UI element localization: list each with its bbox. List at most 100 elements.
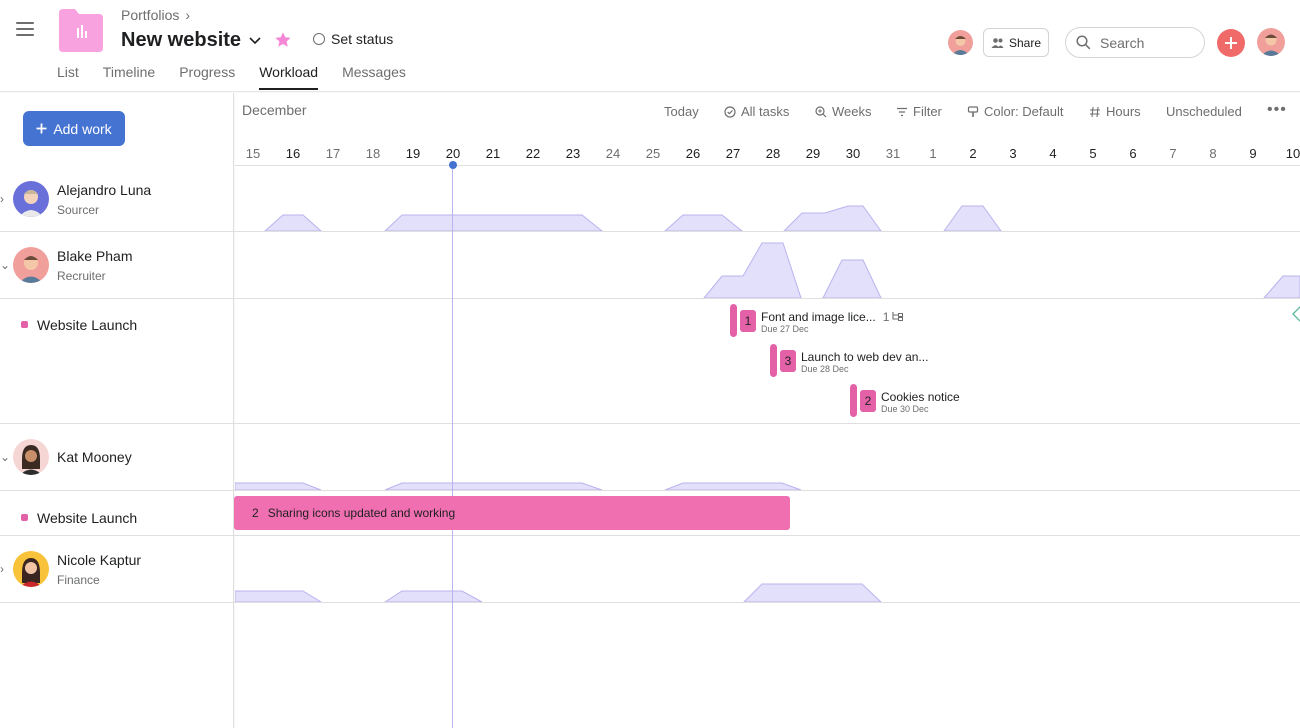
chevron-down-icon[interactable] — [247, 32, 263, 48]
task-due-date: Due 30 Dec — [881, 404, 929, 414]
subtask-icon — [892, 312, 904, 321]
task-card[interactable]: 1 Font and image lice... 1 Due 27 Dec — [730, 304, 904, 337]
person-row-blake[interactable]: ⌄ Blake Pham Recruiter — [0, 232, 234, 298]
tab-progress[interactable]: Progress — [179, 64, 236, 80]
weeks-button[interactable]: Weeks — [815, 104, 872, 119]
task-count: 2 — [252, 506, 259, 520]
share-button[interactable]: Share — [983, 28, 1049, 57]
task-name: Cookies notice — [881, 390, 960, 404]
add-button[interactable] — [1217, 29, 1245, 57]
day-label: 26 — [685, 146, 701, 161]
day-label: 25 — [645, 146, 661, 161]
project-color-dot — [21, 514, 28, 521]
status-circle-icon — [313, 33, 325, 45]
day-label: 30 — [845, 146, 861, 161]
day-label: 19 — [405, 146, 421, 161]
task-due-date: Due 27 Dec — [761, 324, 809, 334]
search-box[interactable] — [1065, 27, 1205, 58]
task-card[interactable]: 2 Cookies notice Due 30 Dec — [850, 384, 960, 417]
day-label: 6 — [1129, 146, 1137, 161]
unscheduled-button[interactable]: Unscheduled — [1166, 104, 1242, 119]
collapse-chevron-icon[interactable]: ⌄ — [0, 450, 11, 464]
workload-bump — [782, 205, 882, 232]
today-line — [452, 166, 453, 728]
hash-icon — [1090, 106, 1100, 117]
day-label: 24 — [605, 146, 621, 161]
day-label: 10 — [1285, 146, 1300, 161]
today-button[interactable]: Today — [664, 104, 699, 119]
person-row-nicole[interactable]: › Nicole Kaptur Finance — [0, 536, 234, 602]
task-name: Font and image lice... 1 — [761, 310, 904, 324]
day-label: 2 — [969, 146, 977, 161]
page-title: New website — [121, 29, 242, 51]
search-input[interactable] — [1100, 34, 1190, 51]
breadcrumb[interactable]: Portfolios › — [121, 7, 191, 23]
expand-chevron-icon[interactable]: › — [0, 192, 4, 206]
check-circle-icon — [724, 105, 736, 118]
zoom-icon — [815, 105, 827, 117]
person-role: Finance — [57, 573, 100, 587]
all-tasks-button[interactable]: All tasks — [724, 104, 789, 119]
task-card[interactable]: 3 Launch to web dev an... Due 28 Dec — [770, 344, 928, 377]
tab-messages[interactable]: Messages — [342, 64, 406, 80]
row-divider — [0, 490, 1300, 491]
expand-chevron-icon[interactable]: › — [0, 562, 4, 576]
add-work-button[interactable]: Add work — [23, 111, 125, 146]
member-avatar[interactable] — [948, 30, 973, 55]
day-label: 7 — [1169, 146, 1177, 161]
day-label: 1 — [929, 146, 937, 161]
day-label: 21 — [485, 146, 501, 161]
project-name: Website Launch — [37, 317, 138, 333]
workload-bump — [1262, 275, 1300, 299]
task-count-badge: 3 — [780, 350, 796, 372]
user-avatar[interactable] — [1257, 28, 1285, 56]
menu-icon[interactable] — [16, 22, 34, 40]
task-count-badge: 2 — [860, 390, 876, 412]
hours-button[interactable]: Hours — [1089, 104, 1141, 119]
row-divider — [0, 298, 1300, 299]
avatar — [13, 439, 49, 475]
filter-button[interactable]: Filter — [896, 104, 942, 119]
tab-workload[interactable]: Workload — [259, 64, 319, 90]
day-header-row: 15 16 17 18 19 20 21 22 23 24 25 26 27 28 29 30 31 1 2 3 4 5 6… — [235, 129, 1300, 166]
day-label: 22 — [525, 146, 541, 161]
workload-bump — [235, 482, 322, 491]
task-bar-long[interactable]: 2 Sharing icons updated and working — [234, 496, 790, 530]
project-row-website-launch[interactable]: Website Launch — [0, 491, 234, 535]
star-icon[interactable] — [274, 31, 292, 49]
project-row-website-launch[interactable]: Website Launch — [0, 299, 234, 423]
workload-bump — [263, 214, 323, 232]
set-status-button[interactable]: Set status — [313, 31, 393, 47]
day-label: 27 — [725, 146, 741, 161]
day-label: 4 — [1049, 146, 1057, 161]
month-label: December — [242, 102, 307, 118]
collapse-chevron-icon[interactable]: ⌄ — [0, 258, 11, 272]
day-label: 15 — [245, 146, 261, 161]
person-name: Blake Pham — [57, 248, 133, 264]
row-divider — [0, 423, 1300, 424]
workload-bump — [664, 482, 802, 491]
plus-icon — [36, 123, 47, 134]
more-options-icon[interactable]: ••• — [1267, 101, 1287, 118]
day-label: 23 — [565, 146, 581, 161]
day-label: 8 — [1209, 146, 1217, 161]
tab-list[interactable]: List — [57, 64, 79, 80]
portfolio-folder-icon — [59, 9, 103, 52]
workload-toolbar: December Today All tasks Weeks Filter Co… — [235, 93, 1300, 129]
tab-timeline[interactable]: Timeline — [102, 64, 156, 80]
day-label: 17 — [325, 146, 341, 161]
person-role: Sourcer — [57, 203, 100, 217]
today-marker — [449, 161, 457, 169]
paint-icon — [967, 105, 979, 117]
task-name: Sharing icons updated and working — [267, 506, 456, 520]
person-row-kat[interactable]: ⌄ Kat Mooney — [0, 424, 234, 490]
color-button[interactable]: Color: Default — [967, 104, 1063, 119]
person-name: Nicole Kaptur — [57, 552, 142, 568]
person-name: Kat Mooney — [57, 449, 132, 465]
subtask-count: 1 — [882, 310, 890, 324]
workload-bump — [742, 583, 883, 603]
workload-bump — [663, 214, 744, 232]
person-row-alejandro[interactable]: › Alejandro Luna Sourcer — [0, 166, 234, 232]
plus-icon — [1225, 37, 1237, 49]
workload-bump — [702, 242, 802, 299]
